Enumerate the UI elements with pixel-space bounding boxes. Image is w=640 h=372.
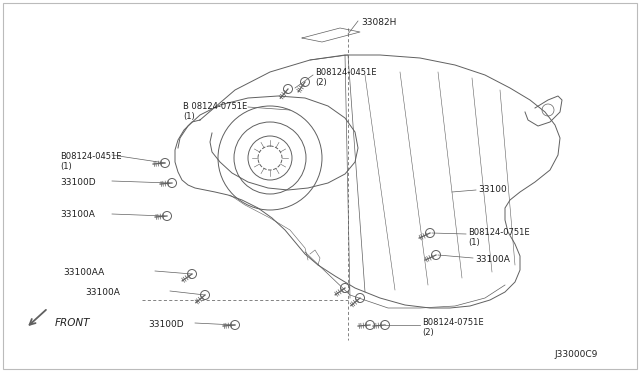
Text: 33082H: 33082H [361, 18, 396, 27]
Text: 33100D: 33100D [60, 178, 95, 187]
Text: 33100A: 33100A [60, 210, 95, 219]
Text: 33100AA: 33100AA [63, 268, 104, 277]
Text: 33100D: 33100D [148, 320, 184, 329]
Text: B 08124-0751E
(1): B 08124-0751E (1) [183, 102, 247, 121]
Text: 33100: 33100 [478, 185, 507, 194]
Text: B08124-0751E
(2): B08124-0751E (2) [422, 318, 484, 337]
Text: B08124-0451E
(1): B08124-0451E (1) [60, 152, 122, 171]
Text: B08124-0451E
(2): B08124-0451E (2) [315, 68, 376, 87]
Text: B08124-0751E
(1): B08124-0751E (1) [468, 228, 530, 247]
Text: 33100A: 33100A [475, 255, 510, 264]
Text: J33000C9: J33000C9 [555, 350, 598, 359]
Text: 33100A: 33100A [85, 288, 120, 297]
Text: FRONT: FRONT [55, 318, 90, 328]
